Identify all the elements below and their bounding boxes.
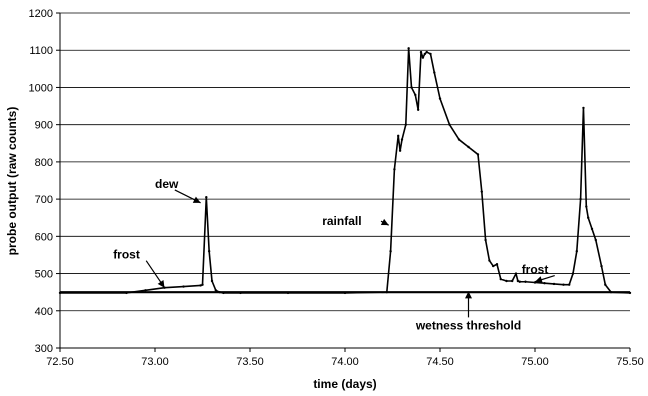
data-point — [210, 279, 214, 283]
data-point — [582, 106, 585, 110]
data-point — [400, 138, 404, 141]
data-point — [594, 238, 597, 242]
data-point — [144, 289, 147, 292]
data-point — [199, 284, 202, 287]
x-tick-label: 73.50 — [236, 356, 264, 368]
data-point — [404, 123, 407, 126]
x-tick-label: 74.00 — [331, 356, 359, 368]
data-point — [585, 205, 588, 208]
y-tick-label: 700 — [35, 194, 53, 206]
data-point — [201, 283, 204, 286]
annotation-arrow-head — [535, 276, 543, 283]
data-point — [511, 279, 514, 283]
y-tick-label: 500 — [35, 269, 53, 281]
data-point — [476, 153, 480, 156]
x-tick-label: 74.50 — [426, 356, 454, 368]
data-point — [419, 50, 423, 54]
y-tick-label: 900 — [35, 120, 53, 132]
annotation-arrow-head — [157, 279, 165, 288]
data-point — [552, 282, 556, 286]
data-point — [505, 279, 508, 283]
x-tick-label: 73.00 — [141, 356, 169, 368]
data-point — [410, 86, 413, 89]
data-point — [207, 250, 211, 253]
x-axis-title: time (days) — [313, 377, 376, 391]
data-point — [389, 250, 392, 253]
data-point — [423, 52, 426, 56]
data-point — [571, 272, 575, 275]
data-point — [495, 263, 499, 266]
data-point — [421, 56, 425, 59]
data-point — [514, 272, 518, 275]
data-point — [543, 282, 546, 285]
annotation-arrow-head — [192, 196, 201, 203]
annotation-label: rainfall — [322, 214, 361, 228]
annotation-arrow-head — [380, 218, 389, 226]
annotation-label: frost — [113, 248, 140, 262]
data-point — [579, 197, 582, 201]
data-point — [590, 227, 594, 231]
data-point — [398, 149, 402, 152]
data-point — [448, 123, 451, 126]
y-tick-label: 400 — [35, 306, 53, 318]
data-point — [397, 134, 400, 138]
x-tick-label: 72.50 — [46, 356, 74, 368]
data-point — [575, 250, 578, 253]
data-point — [438, 97, 442, 100]
data-point — [414, 93, 417, 97]
data-point — [518, 280, 521, 283]
data-point — [568, 283, 571, 286]
data-point — [429, 52, 432, 56]
data-point — [488, 259, 491, 262]
data-point — [499, 277, 502, 281]
data-point — [480, 190, 483, 193]
annotation-label: wetness threshold — [415, 318, 521, 332]
data-point — [492, 264, 495, 268]
series-group — [58, 47, 632, 295]
data-point — [600, 264, 603, 268]
data-point — [562, 283, 565, 286]
data-point — [467, 145, 470, 149]
data-point — [425, 50, 428, 54]
annotations: dew frost rainfall frost wetness threshold — [113, 177, 555, 332]
x-tick-label: 75.50 — [616, 356, 644, 368]
y-axis-ticks: 300 400 500 600 700 800 900 1000 1100 1200 — [29, 8, 60, 355]
y-tick-label: 800 — [35, 157, 53, 169]
y-tick-label: 300 — [35, 343, 53, 355]
data-point — [416, 108, 420, 111]
y-tick-label: 1100 — [29, 45, 53, 57]
y-tick-label: 1000 — [29, 82, 53, 94]
data-point — [516, 279, 520, 283]
data-point — [457, 138, 461, 141]
data-point — [393, 168, 396, 171]
y-tick-label: 600 — [35, 231, 53, 243]
annotation-arrow-head — [465, 291, 472, 299]
data-point — [214, 289, 217, 292]
y-axis-title: probe output (raw counts) — [5, 107, 19, 256]
data-point — [524, 280, 527, 283]
annotation-label: dew — [155, 177, 179, 191]
plot-area — [60, 13, 630, 348]
data-point — [604, 283, 607, 286]
x-tick-label: 75.00 — [521, 356, 549, 368]
data-point — [587, 216, 590, 219]
data-point — [407, 47, 410, 50]
data-point — [182, 285, 185, 288]
data-point — [433, 71, 436, 74]
data-point — [205, 196, 208, 199]
data-point — [484, 238, 487, 242]
y-tick-label: 1200 — [29, 8, 53, 20]
annotation-label: frost — [522, 263, 549, 277]
x-axis-ticks: 72.50 73.00 73.50 74.00 74.50 75.00 75.50 — [46, 348, 644, 368]
